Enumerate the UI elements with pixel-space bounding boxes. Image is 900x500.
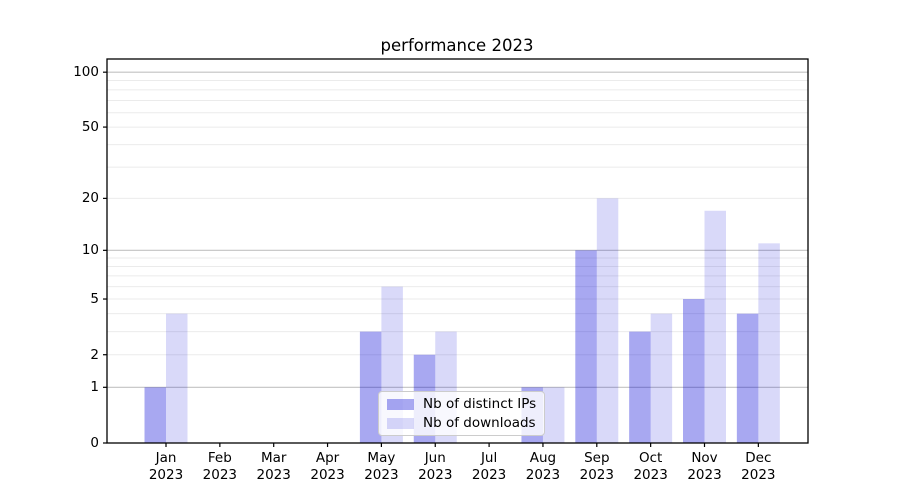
y-tick-label: 2 <box>90 346 99 363</box>
legend-label-distinct-ips: Nb of distinct IPs <box>423 396 537 412</box>
bar-dec-distinct-ips <box>736 313 759 443</box>
y-tick-label: 10 <box>81 242 99 259</box>
bar-dec-downloads <box>758 243 780 443</box>
bar-sep-distinct-ips <box>575 250 597 443</box>
y-tick-label: 0 <box>90 435 99 451</box>
x-tick-label-aug: Aug 2023 <box>525 450 561 483</box>
bar-oct-downloads <box>650 313 673 443</box>
x-tick-label-jun: Jun 2023 <box>418 450 453 483</box>
x-tick-label-mar: Mar 2023 <box>256 450 291 483</box>
axes-spines <box>106 58 809 444</box>
bar-nov-downloads <box>704 210 726 443</box>
x-tick-label-dec: Dec 2023 <box>741 450 776 483</box>
bar-jan-distinct-ips <box>144 387 166 443</box>
x-tick-label-may: May 2023 <box>364 450 399 483</box>
legend-entry-distinct-ips: Nb of distinct IPs <box>387 396 536 412</box>
y-tick-label: 20 <box>81 190 99 207</box>
legend-swatch-downloads <box>387 417 414 429</box>
x-tick-label-sep: Sep 2023 <box>579 450 614 483</box>
bar-nov-distinct-ips <box>683 299 705 443</box>
bar-aug-downloads <box>542 387 565 443</box>
y-tick-label: 50 <box>81 119 99 136</box>
x-tick-label-apr: Apr 2023 <box>310 450 345 483</box>
bar-sep-downloads <box>596 198 619 443</box>
x-tick-label-jan: Jan 2023 <box>148 450 184 483</box>
x-tick-label-oct: Oct 2023 <box>633 450 668 483</box>
x-tick-label-feb: Feb 2023 <box>202 450 238 483</box>
bar-oct-distinct-ips <box>629 331 651 443</box>
legend: Nb of distinct IPs Nb of downloads <box>378 391 545 436</box>
legend-entry-downloads: Nb of downloads <box>387 415 536 431</box>
y-tick-label: 1 <box>90 379 99 396</box>
bar-jan-downloads <box>166 313 188 443</box>
x-tick-label-jul: Jul 2023 <box>471 450 507 483</box>
x-tick-label-nov: Nov 2023 <box>687 450 722 483</box>
legend-swatch-distinct-ips <box>387 398 414 410</box>
bar-may-distinct-ips <box>359 331 382 443</box>
legend-label-downloads: Nb of downloads <box>423 415 536 431</box>
y-tick-label: 100 <box>73 64 99 81</box>
chart-title: performance 2023 <box>380 36 534 55</box>
y-tick-label: 5 <box>90 291 99 308</box>
